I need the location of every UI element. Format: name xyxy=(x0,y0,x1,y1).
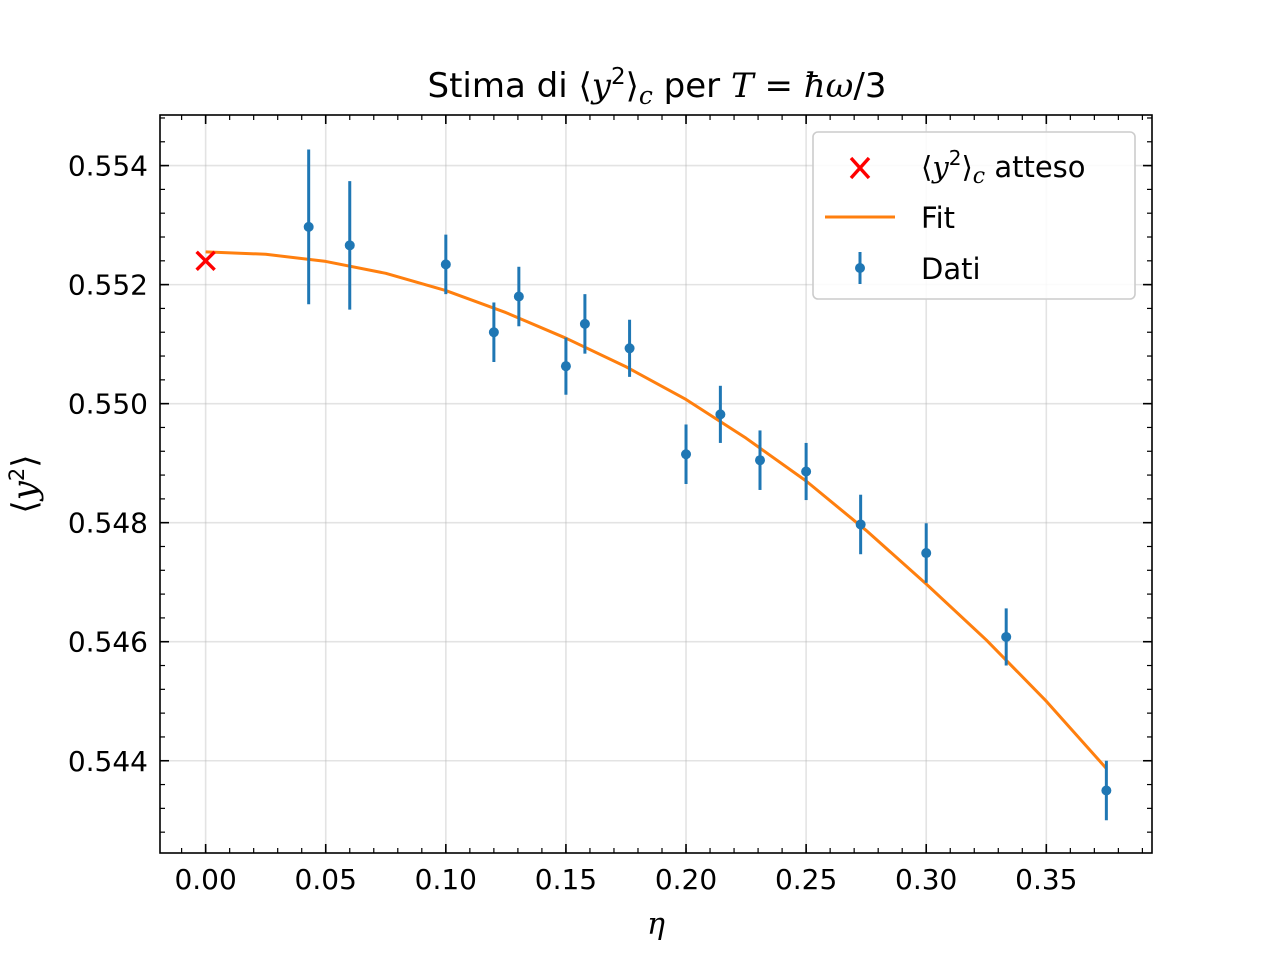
expected-marker xyxy=(195,250,216,272)
data-point xyxy=(1001,631,1012,642)
x-tick-label: 0.15 xyxy=(535,863,597,896)
data-point xyxy=(755,455,766,466)
plot-frame xyxy=(159,114,1153,854)
x-tick-label: 0.35 xyxy=(1015,863,1077,896)
data-point xyxy=(560,361,571,372)
data-point xyxy=(1101,785,1112,796)
x-tick-label: 0.10 xyxy=(415,863,477,896)
data-point xyxy=(579,318,590,329)
y-tick-label: 0.554 xyxy=(68,150,148,183)
fit-series xyxy=(205,250,1108,770)
legend-x-marker xyxy=(849,156,871,180)
legend-item-data: Dati xyxy=(855,252,981,286)
data-point xyxy=(801,466,812,477)
x-tick-label: 0.00 xyxy=(174,863,236,896)
expected-series xyxy=(195,250,216,272)
data-point xyxy=(681,449,692,460)
y-tick-label: 0.544 xyxy=(68,745,148,778)
y-tick-label: 0.552 xyxy=(68,269,148,302)
data-point xyxy=(855,519,866,530)
fit-line xyxy=(205,250,1108,770)
x-tick-label: 0.05 xyxy=(295,863,357,896)
data-point xyxy=(513,291,524,302)
legend: ⟨y2⟩c atteso Fit Dati xyxy=(812,131,1136,300)
chart-title: Stima di ⟨y2⟩c per T = ħω/3 xyxy=(428,64,887,110)
x-tick-label: 0.30 xyxy=(895,863,957,896)
x-tick-label: 0.25 xyxy=(775,863,837,896)
data-point xyxy=(303,221,314,232)
x-axis-label: η xyxy=(647,907,665,942)
y-tick-label: 0.550 xyxy=(68,388,148,421)
data-point xyxy=(440,259,451,270)
legend-box xyxy=(812,131,1136,300)
axis-ticks: 0.00 0.05 0.10 0.15 0.20 0.25 0.30 0.35 0.544 0.5… xyxy=(68,115,1152,896)
legend-label-fit: Fit xyxy=(921,201,955,235)
data-point xyxy=(921,548,932,559)
y-axis-label: ⟨y2⟩ xyxy=(5,454,45,513)
data-point xyxy=(624,343,635,354)
x-tick-label: 0.20 xyxy=(655,863,717,896)
data-point xyxy=(344,240,355,251)
legend-item-fit: Fit xyxy=(825,201,955,235)
y-tick-label: 0.548 xyxy=(68,507,148,540)
expected-marker-stroke xyxy=(195,250,216,272)
legend-point-data xyxy=(855,263,865,273)
legend-label-data: Dati xyxy=(921,252,981,286)
y-tick-label: 0.546 xyxy=(68,626,148,659)
legend-item-expected: ⟨y2⟩c atteso xyxy=(849,146,1086,189)
data-point xyxy=(715,409,726,420)
data-series xyxy=(303,149,1112,821)
data-point xyxy=(488,327,499,338)
legend-label-expected: ⟨y2⟩c atteso xyxy=(921,146,1086,189)
